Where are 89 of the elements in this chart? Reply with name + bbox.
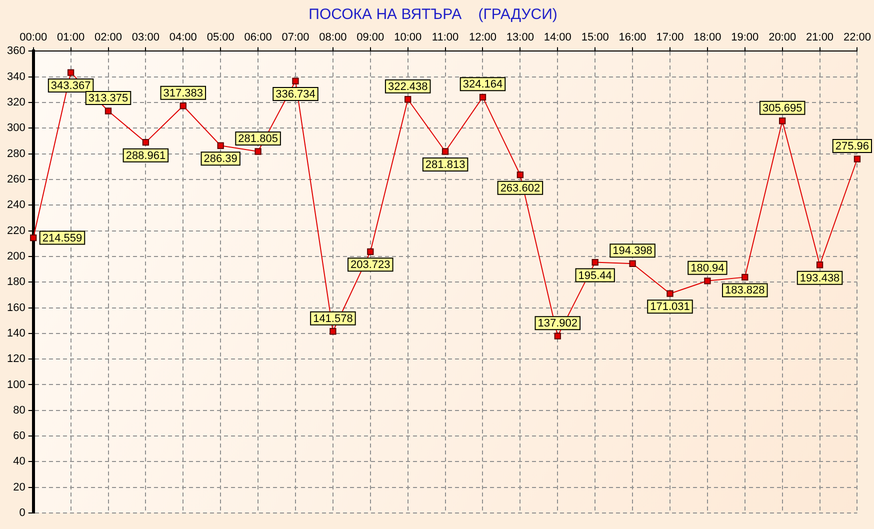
y-tick-label: 360 <box>6 45 26 58</box>
y-tick-label: 0 <box>19 507 26 520</box>
x-tick-label: 13:00 <box>506 32 534 44</box>
x-tick-label: 03:00 <box>132 32 160 44</box>
point <box>704 278 711 284</box>
x-tick-label: 04:00 <box>169 32 197 44</box>
data-label: 263.602 <box>500 182 540 194</box>
point <box>142 139 150 146</box>
x-tick-label: 06:00 <box>244 32 272 44</box>
y-tick-label: 20 <box>13 481 26 494</box>
y-tick-label: 320 <box>6 96 26 109</box>
data-label: 317.383 <box>163 87 204 100</box>
x-tick-label: 11:00 <box>432 32 459 44</box>
y-tick-label: 180 <box>6 276 26 288</box>
point <box>254 148 262 155</box>
point <box>180 102 186 110</box>
data-label: 214.559 <box>42 232 82 244</box>
x-tick-label: 00:00 <box>20 32 48 44</box>
y-tick-label: 40 <box>13 456 26 468</box>
point <box>742 274 748 281</box>
x-tick-label: 07:00 <box>282 32 310 44</box>
point <box>516 172 524 178</box>
y-tick-label: 340 <box>6 70 26 83</box>
chart-title: ПОСОКА НА ВЯТЪРА (ГРАДУСИ) <box>308 6 558 24</box>
data-label: 343.367 <box>50 80 91 92</box>
x-tick-label: 18:00 <box>694 32 722 44</box>
data-label: 305.695 <box>762 102 802 114</box>
point <box>104 108 112 114</box>
data-label: 171.031 <box>650 301 690 314</box>
x-tick-label: 20:00 <box>768 32 796 44</box>
point <box>404 96 412 103</box>
point <box>367 248 374 255</box>
data-label: 141.578 <box>313 312 353 325</box>
data-label: 275.96 <box>835 140 870 153</box>
x-tick-label: 12:00 <box>468 32 497 44</box>
x-tick-label: 05:00 <box>206 32 234 44</box>
data-label: 281.813 <box>425 159 466 172</box>
y-tick-label: 100 <box>6 378 26 391</box>
data-label: 195.44 <box>578 270 612 282</box>
y-tick-label: 60 <box>13 430 26 442</box>
point <box>779 118 786 124</box>
point <box>479 94 486 100</box>
y-tick-label: 220 <box>6 224 26 237</box>
data-label: 194.398 <box>612 245 652 258</box>
point <box>67 69 74 76</box>
point <box>442 148 449 155</box>
x-tick-label: 02:00 <box>94 32 122 44</box>
data-label: 281.805 <box>238 133 278 146</box>
data-label: 183.828 <box>725 284 765 297</box>
data-label: 336.734 <box>276 88 316 101</box>
data-label: 313.375 <box>88 92 128 105</box>
x-tick-label: 14:00 <box>544 32 572 44</box>
y-tick-label: 140 <box>6 327 26 340</box>
point <box>592 258 598 266</box>
point <box>666 290 674 297</box>
y-tick-label: 280 <box>6 148 26 160</box>
data-label: 137.902 <box>538 318 578 330</box>
x-tick-label: 19:00 <box>731 32 759 44</box>
y-tick-label: 160 <box>6 302 26 314</box>
y-tick-label: 200 <box>6 250 26 262</box>
x-tick-label: 16:00 <box>618 32 646 44</box>
data-label: 286.39 <box>204 153 238 166</box>
x-tick-label: 17:00 <box>656 32 684 44</box>
y-tick-label: 80 <box>13 404 26 416</box>
y-tick-label: 240 <box>6 199 26 212</box>
point <box>30 234 37 242</box>
y-tick-label: 300 <box>6 122 26 134</box>
point <box>330 328 336 335</box>
data-label: 203.723 <box>350 259 390 272</box>
point <box>854 156 861 162</box>
point <box>816 262 824 268</box>
data-label: 288.961 <box>126 150 166 162</box>
x-tick-label: 22:00 <box>843 32 871 44</box>
data-label: 180.94 <box>690 262 724 274</box>
point <box>629 260 636 267</box>
x-tick-label: 10:00 <box>394 32 422 44</box>
x-tick-label: 09:00 <box>356 32 384 44</box>
x-tick-label: 08:00 <box>319 32 347 44</box>
data-label: 322.438 <box>388 80 428 93</box>
y-tick-label: 120 <box>6 353 26 366</box>
x-tick-label: 21:00 <box>806 32 834 44</box>
point <box>217 142 224 149</box>
data-label: 324.164 <box>462 78 503 91</box>
x-tick-label: 15:00 <box>581 32 609 44</box>
y-tick-label: 260 <box>6 174 26 186</box>
data-label: 193.438 <box>800 272 840 284</box>
x-tick-label: 01:00 <box>57 32 85 44</box>
point <box>554 332 561 340</box>
point <box>292 78 299 84</box>
